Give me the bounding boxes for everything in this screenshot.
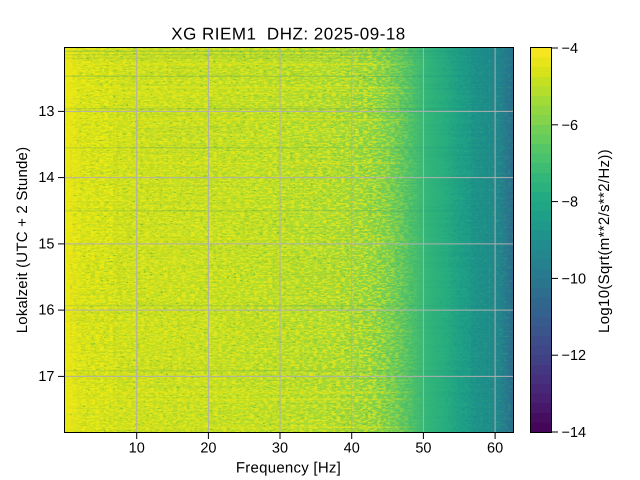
svg-text:−6: −6	[562, 118, 579, 134]
svg-text:60: 60	[487, 441, 503, 457]
svg-text:Lokalzeit (UTC + 2 Stunde): Lokalzeit (UTC + 2 Stunde)	[14, 147, 31, 334]
svg-text:−10: −10	[562, 271, 587, 287]
svg-text:Log10(Sqrt(m**2/s**2/Hz)): Log10(Sqrt(m**2/s**2/Hz))	[596, 149, 613, 333]
svg-text:13: 13	[38, 104, 54, 120]
svg-text:17: 17	[38, 369, 54, 385]
svg-text:14: 14	[38, 170, 54, 186]
svg-text:−14: −14	[562, 425, 587, 441]
svg-text:50: 50	[415, 441, 431, 457]
svg-text:15: 15	[38, 237, 54, 253]
svg-text:−8: −8	[562, 195, 579, 211]
svg-text:XG RIEM1 DHZ: 2025-09-18: XG RIEM1 DHZ: 2025-09-18	[171, 25, 406, 44]
svg-text:20: 20	[200, 441, 216, 457]
svg-text:30: 30	[272, 441, 288, 457]
svg-text:−12: −12	[562, 348, 587, 364]
svg-text:−4: −4	[562, 41, 579, 57]
svg-text:16: 16	[38, 303, 54, 319]
svg-text:40: 40	[344, 441, 360, 457]
svg-text:Frequency [Hz]: Frequency [Hz]	[236, 460, 341, 477]
svg-text:10: 10	[129, 441, 145, 457]
